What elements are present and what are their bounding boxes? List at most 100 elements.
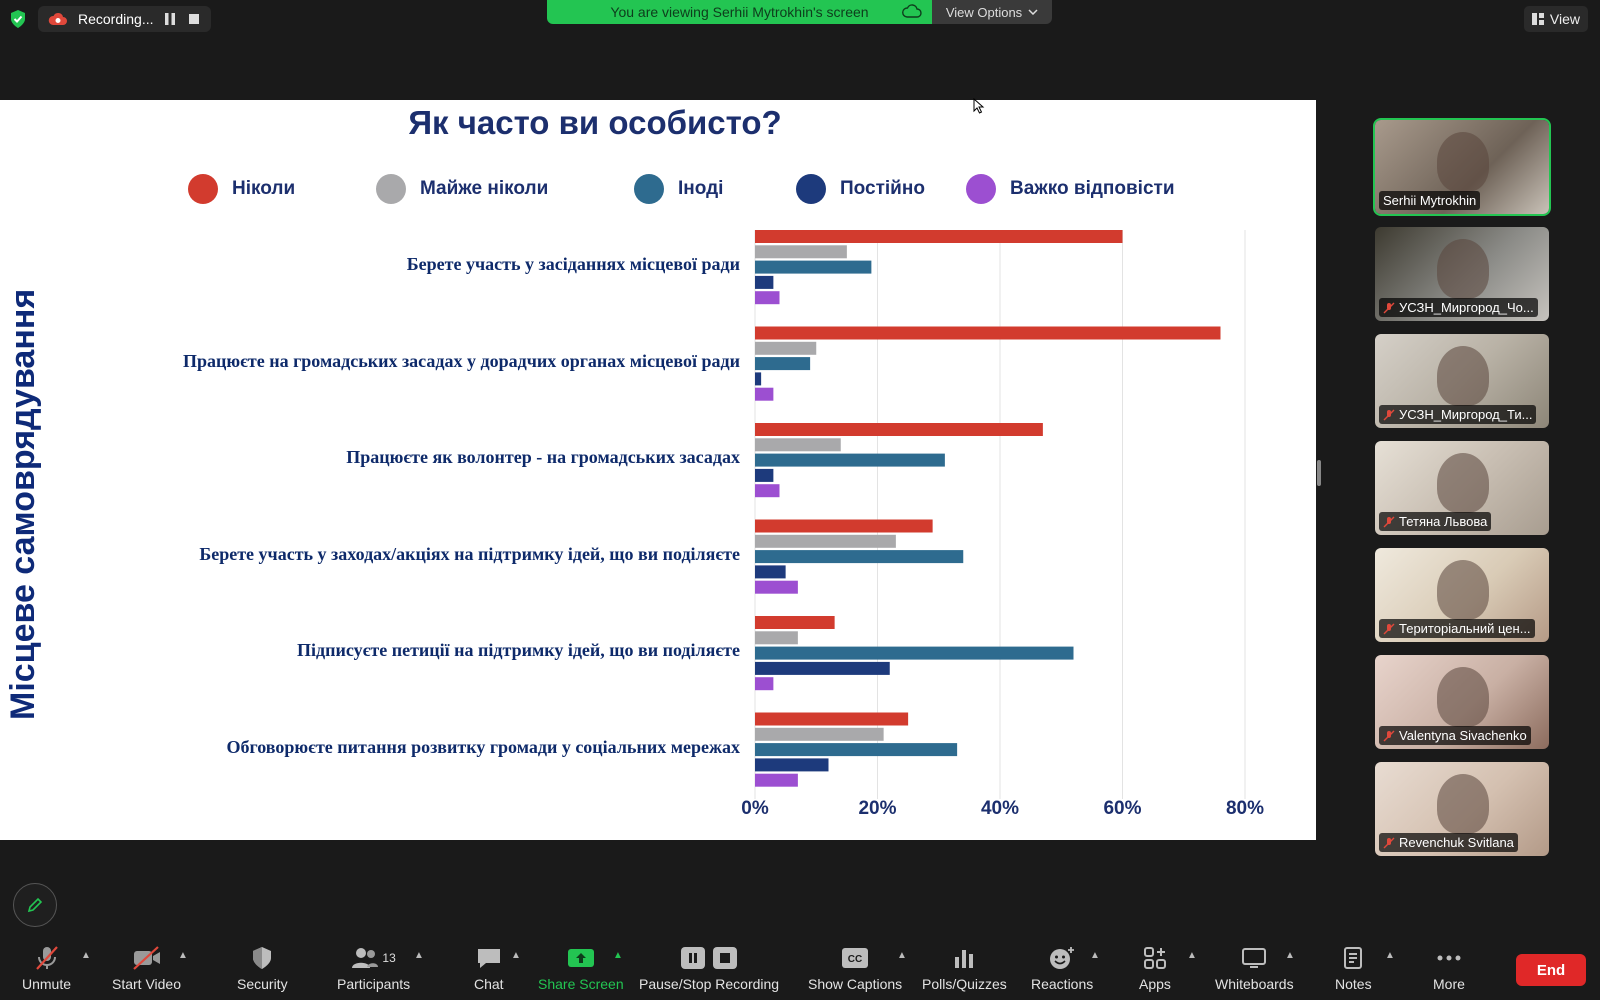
participant-tile[interactable]: Територіальний цен... <box>1373 546 1551 644</box>
notes-icon <box>1344 947 1363 969</box>
more-label: More <box>1433 976 1465 992</box>
show-captions-button[interactable]: CC Show Captions <box>808 946 902 992</box>
x-tick-label: 20% <box>858 798 896 819</box>
participant-name: Revenchuk Svitlana <box>1399 835 1514 850</box>
bar <box>755 438 841 452</box>
microphone-muted-icon <box>1383 623 1395 634</box>
view-layout-button[interactable]: View <box>1523 6 1588 32</box>
chart-legend: Ніколи Майже ніколи Іноді Постійно Важко від… <box>0 174 1316 214</box>
participant-name: Тетяна Львова <box>1399 514 1488 529</box>
bar <box>755 712 909 726</box>
participant-tile[interactable]: УСЗН_Миргород_Ти... <box>1373 332 1551 430</box>
meeting-toolbar: Unmute ▲ Start Video ▲ Security 13 Parti… <box>0 940 1600 1000</box>
participant-name-tag: Serhii Mytrokhin <box>1379 191 1481 210</box>
split-view-handle[interactable] <box>1317 460 1321 486</box>
category-label: Працюєте на громадських засадах у дорадч… <box>183 350 740 371</box>
participant-tile[interactable]: УСЗН_Миргород_Чо... <box>1373 225 1551 323</box>
bar <box>755 230 1123 243</box>
viewing-banner-text: You are viewing Serhii Mytrokhin's scree… <box>610 4 869 20</box>
notes-button[interactable]: Notes <box>1335 946 1372 992</box>
microphone-muted-icon <box>35 946 58 970</box>
legend-item: Майже ніколи <box>376 174 548 204</box>
participant-tile[interactable]: Valentyna Sivachenko <box>1373 653 1551 751</box>
recording-indicator: Recording... <box>38 6 212 32</box>
participant-silhouette <box>1437 132 1489 192</box>
mouse-cursor-icon <box>973 98 985 114</box>
pause-recording-icon[interactable] <box>163 12 177 26</box>
bar <box>755 616 835 629</box>
more-button[interactable]: More <box>1433 946 1465 992</box>
reactions-label: Reactions <box>1031 976 1094 992</box>
share-screen-button[interactable]: Share Screen <box>538 946 624 992</box>
legend-label: Іноді <box>678 178 724 199</box>
show-captions-label: Show Captions <box>808 976 903 992</box>
legend-label: Ніколи <box>232 178 296 199</box>
whiteboards-options-caret[interactable]: ▲ <box>1285 950 1295 961</box>
chevron-down-icon <box>1028 9 1038 15</box>
x-tick-label: 40% <box>981 798 1019 819</box>
chat-options-caret[interactable]: ▲ <box>511 950 521 961</box>
slide-title: Як часто ви особисто? <box>408 104 782 141</box>
chat-button[interactable]: Chat <box>474 946 504 992</box>
polls-quizzes-button[interactable]: Polls/Quizzes <box>922 946 1007 992</box>
apps-options-caret[interactable]: ▲ <box>1187 950 1197 961</box>
bar <box>755 631 798 645</box>
bar <box>755 534 896 548</box>
view-options-button[interactable]: View Options <box>932 0 1052 24</box>
apps-button[interactable]: Apps <box>1139 946 1171 992</box>
video-options-caret[interactable]: ▲ <box>178 950 188 961</box>
notes-options-caret[interactable]: ▲ <box>1385 950 1395 961</box>
participant-silhouette <box>1437 346 1489 406</box>
participant-name-tag: Тетяна Львова <box>1379 512 1492 531</box>
participants-label: Participants <box>337 976 411 992</box>
bar-chart-icon <box>955 950 974 968</box>
bar <box>755 372 762 386</box>
start-video-label: Start Video <box>112 976 182 992</box>
participant-name-tag: Revenchuk Svitlana <box>1379 833 1518 852</box>
legend-item: Іноді <box>634 174 723 204</box>
reactions-button[interactable]: Reactions <box>1031 946 1093 992</box>
participant-name-tag: Територіальний цен... <box>1379 619 1535 638</box>
grid-view-icon <box>1531 13 1544 25</box>
view-options-label: View Options <box>945 4 1023 20</box>
end-meeting-button[interactable]: End <box>1516 954 1586 986</box>
participant-tile[interactable]: Serhii Mytrokhin <box>1373 118 1551 216</box>
participant-silhouette <box>1437 774 1489 834</box>
start-video-button[interactable]: Start Video <box>112 946 181 992</box>
stop-recording-icon[interactable] <box>187 12 201 26</box>
stop-icon <box>713 947 738 969</box>
viewing-screen-banner: You are viewing Serhii Mytrokhin's scree… <box>547 0 932 24</box>
shield-icon <box>253 947 272 969</box>
pause-stop-recording-button[interactable]: Pause/Stop Recording <box>639 946 779 992</box>
share-screen-options-caret[interactable]: ▲ <box>613 950 623 961</box>
video-camera-off-icon <box>132 946 160 970</box>
apps-label: Apps <box>1139 976 1171 992</box>
bar <box>755 727 884 741</box>
legend-swatch <box>796 174 826 204</box>
captions-options-caret[interactable]: ▲ <box>897 950 907 961</box>
bar <box>755 773 798 787</box>
shared-screen-slide: 0% 20% 40% 60% 80% Як часто ви особисто? Міс… <box>0 100 1316 840</box>
participant-tile[interactable]: Тетяна Львова <box>1373 439 1551 537</box>
whiteboards-button[interactable]: Whiteboards <box>1215 946 1294 992</box>
bar <box>755 565 786 579</box>
bar <box>755 291 780 305</box>
legend-swatch <box>966 174 996 204</box>
unmute-button[interactable]: Unmute <box>22 946 71 992</box>
closed-captions-icon: CC <box>842 948 869 968</box>
security-button[interactable]: Security <box>237 946 288 992</box>
bar <box>755 519 933 533</box>
participants-button[interactable]: 13 Participants <box>337 946 410 992</box>
recording-label: Recording... <box>78 11 154 27</box>
encryption-shield-icon[interactable] <box>8 9 28 29</box>
reactions-options-caret[interactable]: ▲ <box>1090 950 1100 961</box>
participants-options-caret[interactable]: ▲ <box>414 950 424 961</box>
participant-tile[interactable]: Revenchuk Svitlana <box>1373 760 1551 858</box>
legend-item: Постійно <box>796 174 925 204</box>
bar <box>755 260 872 274</box>
audio-options-caret[interactable]: ▲ <box>81 950 91 961</box>
category-label: Берете участь у засіданнях місцевої ради <box>406 254 740 274</box>
annotate-pencil-button[interactable] <box>13 883 57 927</box>
participant-name: УСЗН_Миргород_Чо... <box>1399 300 1534 315</box>
